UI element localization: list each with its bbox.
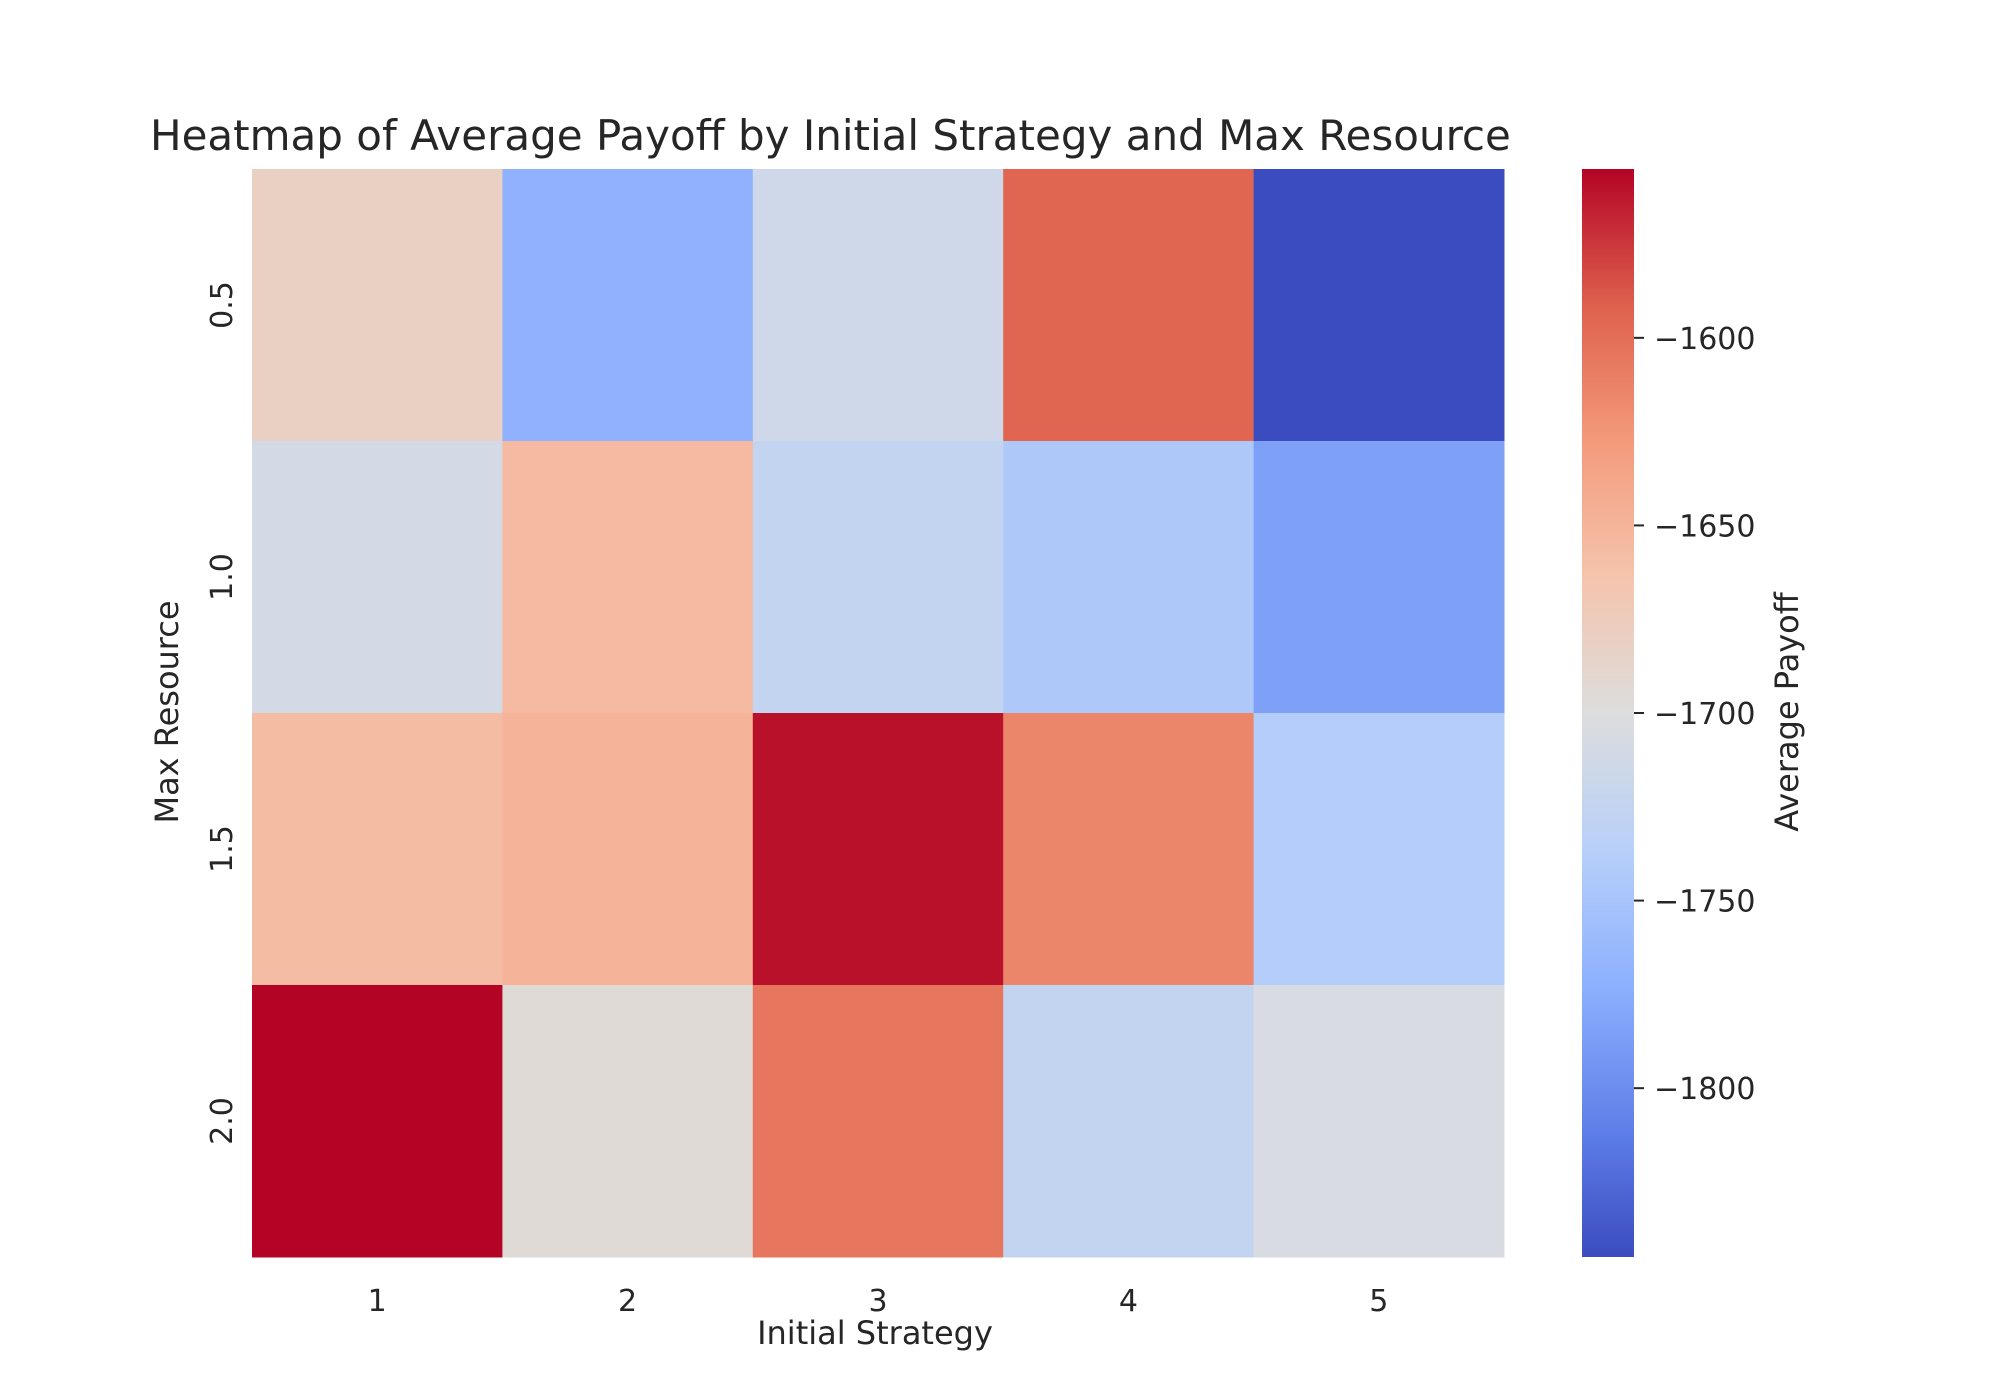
colorbar-tick-label: −1800 bbox=[1654, 1072, 1755, 1107]
y-tick-label: 1.5 bbox=[205, 825, 240, 873]
colorbar-tick-label: −1600 bbox=[1654, 322, 1755, 357]
colorbar-tick-label: −1700 bbox=[1654, 697, 1755, 732]
x-tick-label: 4 bbox=[1119, 1284, 1138, 1319]
x-tick-label: 1 bbox=[368, 1284, 387, 1319]
y-tick-label: 2.0 bbox=[205, 1097, 240, 1145]
heatmap-cell bbox=[502, 713, 754, 986]
heatmap-cell bbox=[502, 169, 754, 442]
x-tick-label: 2 bbox=[618, 1284, 637, 1319]
y-tick-label: 1.0 bbox=[205, 553, 240, 601]
heatmap-cell bbox=[752, 169, 1004, 442]
heatmap-cell bbox=[1003, 169, 1255, 442]
heatmap-cell bbox=[1253, 985, 1505, 1258]
heatmap-cell bbox=[752, 441, 1004, 714]
heatmap-cell bbox=[1003, 713, 1255, 986]
heatmap-cell bbox=[252, 985, 503, 1258]
heatmap-cell bbox=[1253, 169, 1505, 442]
colorbar-ticks: −1600 −1650 −1700 −1750 −1800 bbox=[1634, 322, 1755, 1107]
heatmap-cell bbox=[252, 441, 503, 714]
heatmap-cells bbox=[252, 169, 1505, 1258]
x-axis-ticks: 1 2 3 4 5 bbox=[368, 1284, 1389, 1319]
heatmap-cell bbox=[752, 713, 1004, 986]
colorbar-tick-label: −1650 bbox=[1654, 509, 1755, 544]
heatmap-cell bbox=[752, 985, 1004, 1258]
heatmap-cell bbox=[1253, 441, 1505, 714]
x-axis-label: Initial Strategy bbox=[757, 1314, 993, 1352]
heatmap-cell bbox=[502, 985, 754, 1258]
y-tick-label: 0.5 bbox=[205, 281, 240, 329]
colorbar bbox=[1582, 169, 1634, 1257]
heatmap-cell bbox=[252, 169, 503, 442]
colorbar-tick-label: −1750 bbox=[1654, 885, 1755, 920]
heatmap-cell bbox=[1003, 441, 1255, 714]
x-tick-label: 5 bbox=[1369, 1284, 1388, 1319]
heatmap-cell bbox=[252, 713, 503, 986]
y-axis-ticks: 0.5 1.0 1.5 2.0 bbox=[205, 281, 240, 1145]
heatmap-cell bbox=[1253, 713, 1505, 986]
heatmap-cell bbox=[502, 441, 754, 714]
y-axis-label: Max Resource bbox=[148, 600, 186, 823]
chart-title: Heatmap of Average Payoff by Initial Str… bbox=[150, 111, 1511, 160]
heatmap-cell bbox=[1003, 985, 1255, 1258]
x-tick-label: 3 bbox=[868, 1284, 887, 1319]
colorbar-label: Average Payoff bbox=[1768, 591, 1806, 832]
